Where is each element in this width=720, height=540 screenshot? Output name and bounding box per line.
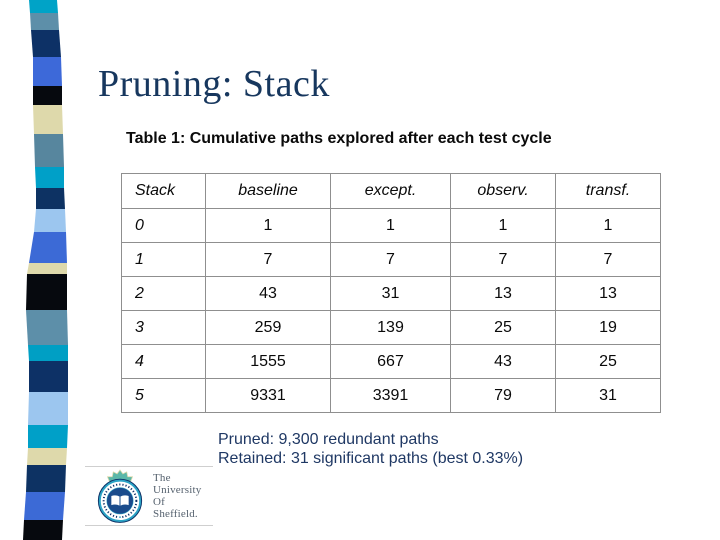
stripe-segment — [27, 263, 67, 274]
table-header-row: Stack baseline except. observ. transf. — [121, 173, 661, 209]
footer-line-pruned: Pruned: 9,300 redundant paths — [218, 431, 439, 448]
data-cell: 13 — [450, 276, 556, 311]
row-header-cell: 3 — [121, 310, 206, 345]
stripe-segment — [31, 30, 61, 57]
wordmark-line: Of — [153, 496, 166, 508]
data-cell: 7 — [450, 242, 556, 277]
footer-line-retained: Retained: 31 significant paths (best 0.3… — [218, 450, 524, 467]
stripe-segment — [23, 520, 63, 540]
stripe-segment — [30, 13, 59, 30]
stripe-segment — [33, 105, 63, 134]
data-cell: 3391 — [330, 378, 451, 413]
column-header-transf: transf. — [555, 173, 661, 209]
stripe-segment — [28, 425, 68, 448]
data-cell: 25 — [450, 310, 556, 345]
data-cell: 7 — [205, 242, 331, 277]
stripe-segment — [35, 167, 64, 188]
table-head: Stack baseline except. observ. transf. — [121, 173, 661, 209]
stripe-segment — [36, 188, 65, 209]
data-cell: 1 — [330, 208, 451, 243]
stripe-segment — [33, 86, 62, 105]
footer-note: Pruned: 9,300 redundant paths Retained: … — [218, 430, 523, 468]
table-caption: Table 1: Cumulative paths explored after… — [126, 130, 552, 147]
data-cell: 139 — [330, 310, 451, 345]
data-cell: 1 — [450, 208, 556, 243]
stripe-segment — [29, 0, 58, 13]
data-cell: 259 — [205, 310, 331, 345]
stripe-segment — [33, 57, 62, 86]
sheffield-logo: The University Of Sheffield. — [85, 466, 213, 526]
data-cell: 13 — [555, 276, 661, 311]
table-row: 4 1555 667 43 25 — [121, 344, 661, 379]
data-cell: 43 — [205, 276, 331, 311]
table-row: 5 9331 3391 79 31 — [121, 378, 661, 413]
stripe-segment — [29, 361, 68, 392]
stripe-segment — [26, 274, 67, 310]
stripe-segment — [26, 310, 68, 345]
column-header-except: except. — [330, 173, 451, 209]
stripe-segment — [28, 392, 68, 425]
data-cell: 1555 — [205, 344, 331, 379]
data-cell: 667 — [330, 344, 451, 379]
wordmark-line: The — [153, 472, 171, 484]
data-cell: 79 — [450, 378, 556, 413]
stripe-segment — [27, 448, 67, 465]
row-header-cell: 0 — [121, 208, 206, 243]
data-cell: 7 — [330, 242, 451, 277]
data-cell: 1 — [555, 208, 661, 243]
wordmark-line: University — [153, 484, 202, 496]
row-header-cell: 2 — [121, 276, 206, 311]
data-cell: 43 — [450, 344, 556, 379]
row-header-cell: 4 — [121, 344, 206, 379]
sheffield-wordmark: The University Of Sheffield. — [153, 472, 201, 520]
stripe-segment — [26, 465, 66, 492]
stripe-segment — [24, 492, 65, 520]
data-cell: 31 — [330, 276, 451, 311]
table-row: 2 43 31 13 13 — [121, 276, 661, 311]
row-header-cell: 1 — [121, 242, 206, 277]
data-cell: 31 — [555, 378, 661, 413]
stripe-segment — [34, 209, 66, 232]
stripe-segment — [29, 232, 67, 263]
column-header-observ: observ. — [450, 173, 556, 209]
data-cell: 9331 — [205, 378, 331, 413]
stripe-segment — [28, 345, 68, 361]
wordmark-line: Sheffield. — [153, 508, 198, 520]
sheffield-crest-icon — [97, 469, 143, 523]
column-header-stack: Stack — [121, 173, 206, 209]
data-cell: 19 — [555, 310, 661, 345]
decorative-stripe — [23, 0, 68, 540]
table-body: 0 1 1 1 1 1 7 7 7 7 2 43 31 13 13 3 259 139 25 19 4 1555 667 43… — [121, 208, 661, 413]
column-header-baseline: baseline — [205, 173, 331, 209]
stripe-segment — [34, 134, 64, 167]
data-cell: 1 — [205, 208, 331, 243]
data-cell: 25 — [555, 344, 661, 379]
data-cell: 7 — [555, 242, 661, 277]
slide-title: Pruning: Stack — [98, 63, 330, 105]
row-header-cell: 5 — [121, 378, 206, 413]
table-row: 3 259 139 25 19 — [121, 310, 661, 345]
